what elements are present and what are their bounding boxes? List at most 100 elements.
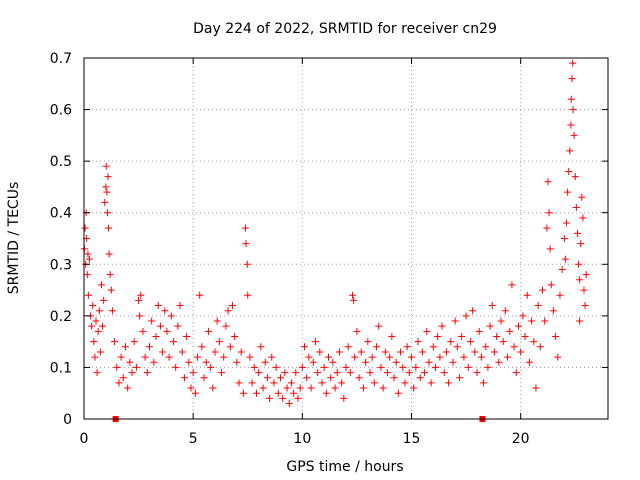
data-point: [425, 358, 433, 366]
data-point: [88, 322, 96, 330]
data-point: [508, 281, 516, 289]
x-tick-label: 20: [512, 431, 530, 447]
data-point: [301, 343, 309, 351]
data-point: [248, 379, 256, 387]
data-point: [466, 338, 474, 346]
data-point: [292, 369, 300, 377]
y-tick-label: 0.6: [50, 103, 72, 119]
data-point: [484, 363, 492, 371]
data-point: [287, 379, 295, 387]
data-point: [242, 240, 250, 248]
y-tick-label: 0.1: [50, 360, 72, 376]
data-point: [187, 384, 195, 392]
x-tick-label: 0: [80, 431, 89, 447]
data-point: [377, 363, 385, 371]
data-point: [543, 224, 551, 232]
data-point: [392, 358, 400, 366]
data-point: [167, 312, 175, 320]
data-point: [442, 348, 450, 356]
x-axis-label: GPS time / hours: [286, 459, 403, 475]
data-point: [130, 338, 138, 346]
data-point: [91, 353, 99, 361]
data-point: [325, 353, 333, 361]
data-point: [464, 363, 472, 371]
data-point: [83, 271, 91, 279]
data-point: [471, 348, 479, 356]
data-point: [512, 369, 520, 377]
data-point: [185, 358, 193, 366]
data-point: [137, 291, 145, 299]
data-point: [316, 348, 324, 356]
data-point: [359, 384, 367, 392]
data-point: [148, 317, 156, 325]
data-point: [207, 363, 215, 371]
data-point: [314, 369, 322, 377]
data-point: [104, 224, 112, 232]
data-point: [81, 224, 89, 232]
data-point: [178, 348, 186, 356]
data-point: [480, 379, 488, 387]
y-tick-label: 0.3: [50, 257, 72, 273]
data-point: [242, 224, 250, 232]
data-point: [388, 332, 396, 340]
data-point: [224, 307, 232, 315]
data-point: [303, 374, 311, 382]
data-point: [416, 374, 424, 382]
data-point: [401, 379, 409, 387]
data-point: [215, 338, 223, 346]
data-point: [309, 358, 317, 366]
data-point: [379, 384, 387, 392]
data-point: [84, 250, 92, 258]
data-point: [104, 173, 112, 181]
data-point: [410, 384, 418, 392]
data-point: [355, 374, 363, 382]
data-point: [146, 343, 153, 351]
data-point: [119, 374, 127, 382]
x-tick-label: 10: [293, 431, 311, 447]
data-point: [220, 353, 228, 361]
data-point: [453, 343, 461, 351]
data-point: [578, 193, 586, 201]
data-point: [226, 343, 234, 351]
data-point: [552, 332, 560, 340]
x-tick-label: 5: [189, 431, 198, 447]
data-point: [84, 291, 92, 299]
data-point: [499, 338, 507, 346]
data-point: [90, 338, 98, 346]
data-point: [565, 167, 573, 175]
data-point: [281, 369, 289, 377]
data-point: [285, 400, 293, 408]
data-point: [563, 219, 571, 227]
data-point: [568, 75, 576, 83]
data-point: [449, 358, 457, 366]
data-point: [544, 178, 552, 186]
data-point: [277, 374, 284, 382]
data-point: [381, 348, 389, 356]
data-point: [161, 307, 169, 315]
data-point: [427, 379, 435, 387]
y-tick-label: 0.7: [50, 51, 72, 67]
data-point: [283, 384, 291, 392]
data-point: [268, 353, 276, 361]
data-point: [414, 338, 422, 346]
data-point: [218, 369, 226, 377]
data-point: [554, 353, 562, 361]
data-point: [488, 302, 496, 310]
data-point: [456, 374, 464, 382]
data-point: [318, 379, 326, 387]
data-point: [180, 374, 188, 382]
data-point: [102, 162, 110, 170]
data-point: [460, 353, 468, 361]
data-point: [394, 389, 402, 397]
data-point: [263, 374, 271, 382]
data-point: [307, 384, 315, 392]
data-point: [523, 291, 531, 299]
data-point: [189, 369, 197, 377]
data-point: [290, 389, 298, 397]
data-point: [163, 327, 171, 335]
data-point: [198, 343, 206, 351]
data-point: [191, 389, 199, 397]
data-point: [296, 384, 304, 392]
